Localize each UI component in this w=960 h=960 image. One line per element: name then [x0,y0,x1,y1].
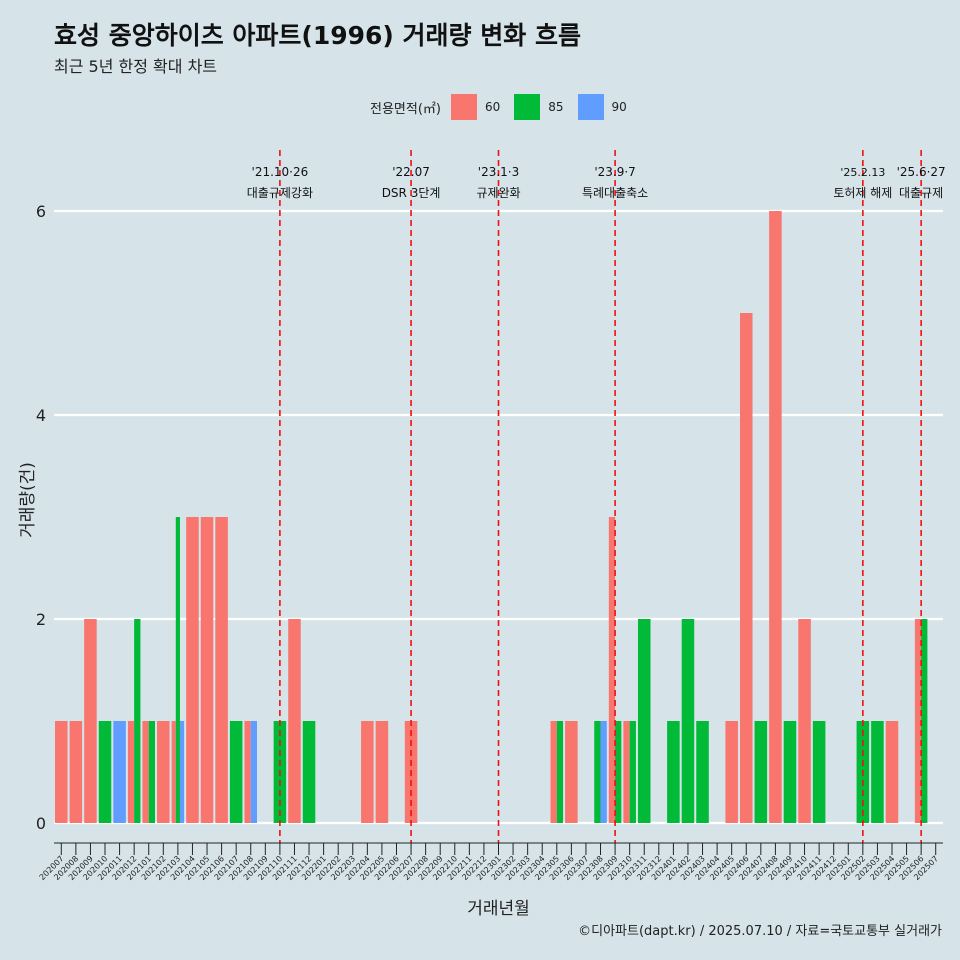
bar-60-202101 [142,721,149,823]
bar-60-202504 [885,721,899,823]
event-label: 특례대출축소 [582,186,648,200]
y-tick-label: 6 [36,202,46,221]
bar-85-202112 [302,721,316,823]
bar-60-202305 [550,721,557,823]
bar-85-202411 [812,721,826,823]
event-label: 대출규제 [899,186,943,200]
bar-60-202205 [375,721,389,823]
bar-60-202309 [608,517,616,823]
chart-title: 효성 중앙하이츠 아파트(1996) 거래량 변화 흐름 [54,21,581,50]
y-tick-label: 2 [36,610,46,629]
bar-85-202107 [229,721,243,823]
event-label: 토허제 해제 [833,186,892,200]
legend: 전용면적(㎡) 60 85 90 [370,93,641,121]
bar-85-202503 [871,721,884,823]
x-axis-title: 거래년월 [467,899,530,919]
bar-85-202308 [594,721,601,823]
y-tick-label: 0 [36,814,46,833]
event-label: DSR 3단계 [382,186,441,200]
event-date: '23.1·3 [478,165,519,179]
bar-60-202108 [244,721,251,823]
legend-item-60: 60 [450,94,508,120]
bar-85-202311 [637,619,651,823]
legend-swatch-85 [514,94,541,120]
bar-60-202406 [739,313,753,823]
bar-85-202103 [175,517,180,823]
bar-85-202305 [556,721,564,823]
bar-60-202506 [914,619,922,823]
bar-60-202405 [725,721,738,823]
bar-85-202407 [754,721,768,823]
event-label: 규제완화 [476,186,520,200]
legend-item-90: 90 [577,94,635,120]
bar-90-202108 [250,721,258,823]
bar-60-202410 [798,619,811,823]
bar-85-202409 [783,721,797,823]
source-caption: ©디아파트(dapt.kr) / 2025.07.10 / 자료=국토교통부 실… [578,924,942,939]
bar-60-202306 [565,721,578,823]
bar-60-202103 [171,721,176,823]
legend-swatch-90 [577,94,604,120]
legend-swatch-60 [450,94,477,120]
bar-85-202506 [921,619,928,823]
bar-90-202011 [113,721,126,823]
bar-85-202101 [148,721,155,823]
legend-item-85: 85 [514,94,571,120]
bar-60-202106 [215,517,228,823]
bar-60-202408 [769,211,782,823]
event-date: '21.10·26 [252,165,309,179]
bar-85-202401 [667,721,680,823]
bar-85-202402 [681,619,695,823]
bar-85-202010 [98,721,112,823]
y-axis-title: 거래량(건) [18,462,38,538]
bar-85-202309 [615,721,622,823]
bar-60-202009 [84,619,97,823]
bar-60-202111 [288,619,301,823]
bar-60-202008 [69,721,83,823]
bar-60-202102 [157,721,170,823]
bar-60-202007 [55,721,68,823]
bar-85-202012 [134,619,141,823]
bar-85-202310 [629,721,636,823]
bar-90-202103 [179,721,185,823]
event-date: '23.9·7 [594,165,635,179]
event-label: 대출규제강화 [247,186,313,200]
bar-60-202310 [623,721,630,823]
bar-60-202104 [186,517,199,823]
legend-title: 전용면적(㎡) [370,101,441,117]
event-date: '22.07 [392,165,430,179]
chart-subtitle: 최근 5년 한정 확대 차트 [54,57,218,76]
event-date: '25.2.13 [840,166,885,179]
legend-label-85: 85 [548,100,564,114]
bar-85-202403 [696,721,709,823]
bar-60-202204 [361,721,374,823]
bar-90-202308 [600,721,607,823]
event-date: '25.6·27 [897,165,946,179]
bar-60-202105 [200,517,214,823]
legend-label-90: 90 [611,100,627,114]
y-tick-label: 4 [36,406,46,425]
legend-label-60: 60 [484,100,501,114]
bar-60-202012 [127,721,135,823]
